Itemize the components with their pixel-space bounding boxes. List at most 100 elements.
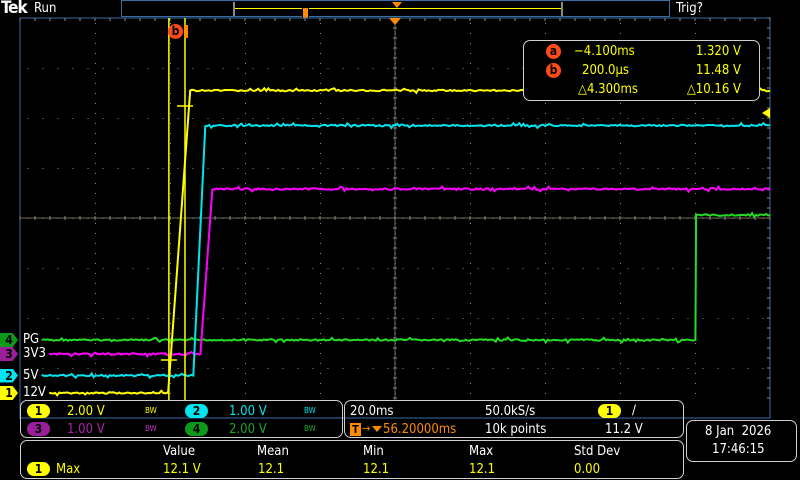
grid-dot bbox=[245, 153, 246, 154]
grid-dot bbox=[245, 303, 246, 304]
ch4-badge[interactable]: 4 bbox=[185, 422, 208, 436]
timebase-panel[interactable]: 20.0ms T → 56.20000ms 50.0kS/s 10k point… bbox=[344, 400, 684, 438]
grid-dot bbox=[695, 143, 696, 144]
grid-dot bbox=[597, 368, 599, 369]
grid-dot bbox=[95, 123, 96, 124]
grid-dot bbox=[545, 383, 546, 384]
grid-dot bbox=[245, 123, 246, 124]
grid-dot bbox=[170, 193, 171, 194]
channel-settings-panel[interactable]: 1 2.00 V BW 2 1.00 V BW 3 1.00 V BW 4 2.… bbox=[20, 400, 343, 438]
grid-dot bbox=[657, 268, 659, 269]
grid-dot bbox=[507, 368, 509, 369]
measurement-name[interactable]: Max bbox=[56, 462, 81, 477]
grid-dot bbox=[612, 268, 614, 269]
trigger-source-badge[interactable]: 1 bbox=[598, 404, 621, 418]
grid-dot bbox=[207, 268, 209, 269]
grid-dot bbox=[245, 223, 246, 224]
grid-dot bbox=[642, 268, 644, 269]
grid-dot bbox=[470, 223, 471, 224]
run-state: Run bbox=[34, 1, 57, 16]
grid-dot bbox=[95, 243, 96, 244]
horizontal-position[interactable]: 56.20000ms bbox=[383, 422, 457, 437]
grid-dot bbox=[732, 118, 734, 119]
grid-dot bbox=[267, 318, 269, 319]
grid-dot bbox=[432, 268, 434, 269]
grid-dot bbox=[552, 368, 554, 369]
measurement-value: 12.1 V bbox=[163, 462, 201, 477]
grid-dot bbox=[462, 318, 464, 319]
grid-dot bbox=[620, 193, 621, 194]
grid-dot bbox=[402, 68, 404, 69]
ch2-scale[interactable]: 1.00 V bbox=[229, 404, 267, 419]
record-view-bar[interactable] bbox=[121, 0, 670, 19]
grid-dot bbox=[72, 268, 74, 269]
grid-dot bbox=[245, 253, 246, 254]
ch1-scale[interactable]: 2.00 V bbox=[67, 404, 105, 419]
grid-dot bbox=[477, 318, 479, 319]
grid-dot bbox=[95, 23, 96, 24]
grid-dot bbox=[132, 118, 134, 119]
grid-dot bbox=[312, 168, 314, 169]
grid-dot bbox=[95, 343, 96, 344]
grid-dot bbox=[245, 193, 246, 194]
grid-dot bbox=[245, 293, 246, 294]
grid-dot bbox=[320, 143, 321, 144]
grid-dot bbox=[687, 368, 689, 369]
grid-dot bbox=[170, 393, 171, 394]
grid-dot bbox=[87, 268, 89, 269]
grid-dot bbox=[170, 333, 171, 334]
grid-dot bbox=[470, 233, 471, 234]
ch1-ground-marker[interactable]: 1 bbox=[0, 386, 18, 400]
header-mean: Mean bbox=[257, 444, 289, 459]
grid-dot bbox=[470, 53, 471, 54]
grid-dot bbox=[357, 68, 359, 69]
grid-dot bbox=[320, 333, 321, 334]
grid-dot bbox=[417, 368, 419, 369]
ch4-ground-marker[interactable]: 4 bbox=[0, 333, 18, 347]
grid-dot bbox=[117, 118, 119, 119]
ch3-ground-marker[interactable]: 3 bbox=[0, 347, 18, 361]
measurement-panel[interactable]: Value Mean Min Max Std Dev 1 Max 12.1 V … bbox=[20, 440, 684, 479]
grid-dot bbox=[620, 363, 621, 364]
grid-dot bbox=[245, 113, 246, 114]
ch2-badge[interactable]: 2 bbox=[185, 404, 208, 418]
grid-dot bbox=[695, 153, 696, 154]
grid-dot bbox=[95, 213, 96, 214]
cursor-b-top-badge[interactable]: b bbox=[168, 24, 183, 39]
grid-dot bbox=[545, 353, 546, 354]
grid-dot bbox=[267, 368, 269, 369]
grid-dot bbox=[320, 53, 321, 54]
grid-dot bbox=[417, 168, 419, 169]
grid-dot bbox=[470, 303, 471, 304]
trace-ch1 bbox=[49, 86, 771, 397]
grid-dot bbox=[297, 368, 299, 369]
grid-dot bbox=[470, 263, 471, 264]
ch2-ground-marker[interactable]: 2 bbox=[0, 368, 18, 383]
grid-dot bbox=[312, 268, 314, 269]
grid-dot bbox=[657, 368, 659, 369]
grid-dot bbox=[462, 68, 464, 69]
cursor-a-top-handle[interactable] bbox=[184, 25, 188, 38]
ch3-badge[interactable]: 3 bbox=[27, 422, 50, 436]
grid-dot bbox=[95, 103, 96, 104]
grid-dot bbox=[57, 368, 59, 369]
horizontal-scale[interactable]: 20.0ms bbox=[350, 404, 394, 419]
trigger-status: Trig? bbox=[676, 1, 703, 16]
trigger-level[interactable]: 11.2 V bbox=[605, 422, 643, 437]
grid-dot bbox=[762, 118, 764, 119]
ch3-scale[interactable]: 1.00 V bbox=[67, 422, 105, 437]
grid-dot bbox=[170, 173, 171, 174]
grid-dot bbox=[620, 223, 621, 224]
grid-dot bbox=[545, 153, 546, 154]
grid-dot bbox=[537, 368, 539, 369]
ch4-scale[interactable]: 2.00 V bbox=[229, 422, 267, 437]
measurement-source-badge: 1 bbox=[27, 462, 50, 476]
grid-dot bbox=[245, 173, 246, 174]
grid-dot bbox=[470, 313, 471, 314]
grid-dot bbox=[417, 318, 419, 319]
grid-dot bbox=[747, 318, 749, 319]
grid-dot bbox=[620, 113, 621, 114]
ch1-badge[interactable]: 1 bbox=[27, 404, 50, 418]
grid-dot bbox=[470, 153, 471, 154]
ch3-label: 3V3 bbox=[23, 346, 46, 361]
